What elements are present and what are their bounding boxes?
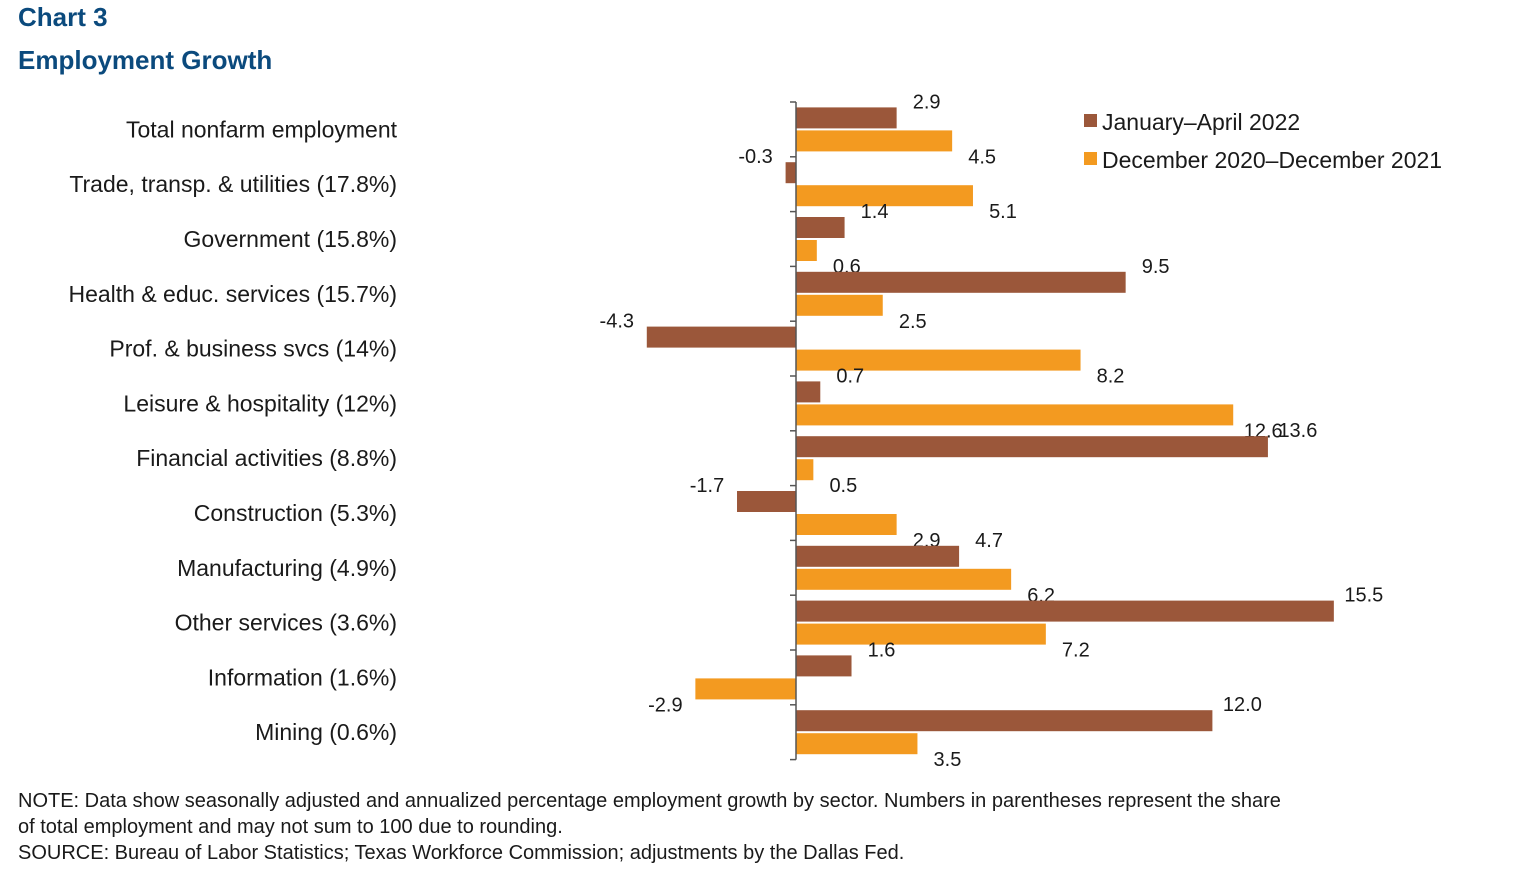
bar-series-2 xyxy=(796,240,817,261)
bar-series-1 xyxy=(796,107,897,129)
bar-series-1 xyxy=(796,710,1213,732)
data-label: -0.3 xyxy=(738,146,772,168)
bar-series-2 xyxy=(695,678,796,700)
category-label: Information (1.6%) xyxy=(208,664,397,690)
bar-series-2 xyxy=(796,459,814,481)
legend-label: December 2020–December 2021 xyxy=(1102,147,1442,173)
category-label: Prof. & business svcs (14%) xyxy=(109,336,397,362)
data-label: -2.9 xyxy=(648,694,682,716)
category-label: Total nonfarm employment xyxy=(126,116,398,142)
chart-number: Chart 3 xyxy=(18,2,108,32)
bar-series-1 xyxy=(737,491,796,512)
data-label: 15.5 xyxy=(1344,585,1383,607)
data-label: 7.2 xyxy=(1062,640,1090,662)
bar-series-2 xyxy=(796,733,918,755)
data-label: 5.1 xyxy=(989,201,1017,223)
note-line-2: of total employment and may not sum to 1… xyxy=(18,816,563,838)
data-label: 13.6 xyxy=(1278,420,1317,442)
bar-series-2 xyxy=(796,294,883,316)
data-label: 1.4 xyxy=(861,201,889,223)
bar-series-1 xyxy=(796,545,960,567)
data-label: -1.7 xyxy=(690,475,724,497)
data-label: 2.9 xyxy=(913,91,941,113)
category-label: Other services (3.6%) xyxy=(175,610,397,636)
category-label: Health & educ. services (15.7%) xyxy=(68,281,397,307)
category-label: Trade, transp. & utilities (17.8%) xyxy=(69,171,397,197)
data-label: 3.5 xyxy=(934,749,962,771)
legend-swatch xyxy=(1084,114,1097,127)
data-label: 4.7 xyxy=(975,530,1003,552)
category-label: Construction (5.3%) xyxy=(194,500,397,526)
data-label: 0.5 xyxy=(829,475,857,497)
legend-swatch xyxy=(1084,152,1097,165)
category-label: Mining (0.6%) xyxy=(255,719,397,745)
bar-series-2 xyxy=(796,568,1012,590)
bar-series-1 xyxy=(796,217,845,238)
bar-chart: Total nonfarm employment 2.9 4.5 Trade, tra… xyxy=(68,91,1442,771)
source-line: SOURCE: Bureau of Labor Statistics; Texa… xyxy=(18,842,905,864)
data-label: 8.2 xyxy=(1097,366,1125,388)
data-label: 12.0 xyxy=(1223,694,1262,716)
chart-notes: NOTE: Data show seasonally adjusted and … xyxy=(18,788,1281,866)
note-line-1: NOTE: Data show seasonally adjusted and … xyxy=(18,790,1281,812)
bar-series-2 xyxy=(796,623,1046,645)
data-label: 0.7 xyxy=(836,365,864,387)
data-label: -4.3 xyxy=(600,311,634,333)
data-label: 4.5 xyxy=(968,146,996,168)
bar-series-2 xyxy=(796,130,953,152)
bar-series-2 xyxy=(796,185,973,207)
bar-series-2 xyxy=(796,404,1234,426)
bar-series-1 xyxy=(796,271,1126,293)
legend-label: January–April 2022 xyxy=(1102,109,1300,135)
data-label: 9.5 xyxy=(1142,256,1170,278)
category-label: Government (15.8%) xyxy=(184,226,397,252)
bar-series-1 xyxy=(796,436,1268,458)
data-label: 1.6 xyxy=(868,639,896,661)
bar-series-1 xyxy=(796,655,852,677)
bar-series-2 xyxy=(796,514,897,535)
bar-series-1 xyxy=(796,381,821,403)
bar-series-1 xyxy=(796,600,1334,622)
bar-series-2 xyxy=(796,349,1081,371)
category-label: Financial activities (8.8%) xyxy=(136,445,397,471)
bar-series-1 xyxy=(785,162,796,184)
bar-series-1 xyxy=(646,326,796,348)
chart-title: Employment Growth xyxy=(18,45,273,75)
data-label: 2.5 xyxy=(899,311,927,333)
category-label: Manufacturing (4.9%) xyxy=(177,555,397,581)
category-label: Leisure & hospitality (12%) xyxy=(123,390,397,416)
